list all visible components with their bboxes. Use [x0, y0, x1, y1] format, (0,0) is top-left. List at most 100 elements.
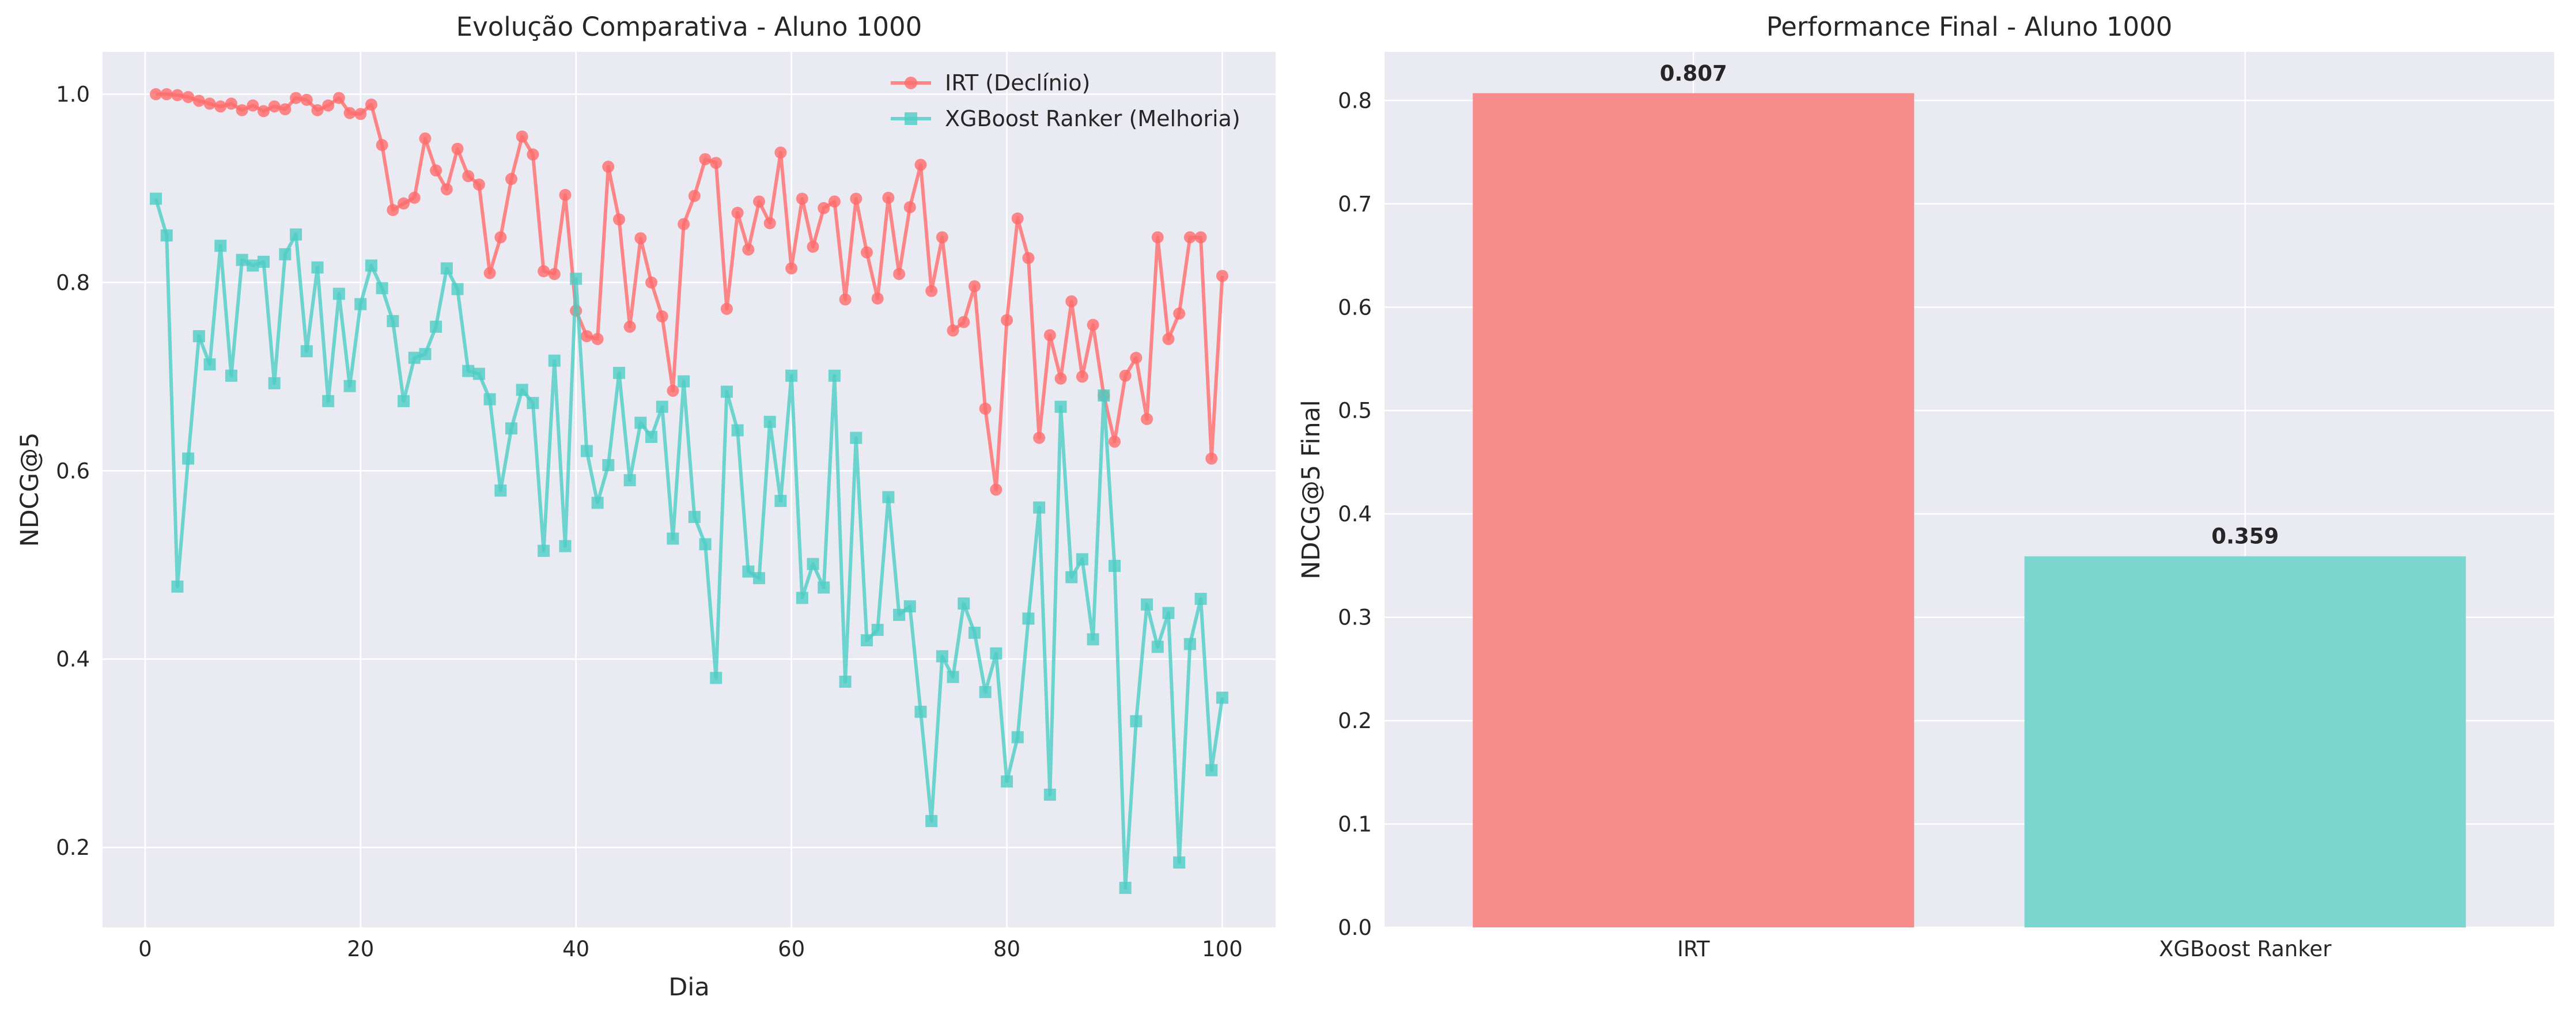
data-point — [1011, 212, 1024, 225]
x-tick-label: IRT — [1677, 937, 1710, 961]
line-chart-series-layer — [150, 88, 1228, 894]
y-tick-label: 0.8 — [56, 270, 90, 295]
data-point — [1043, 329, 1056, 342]
data-point — [332, 287, 345, 300]
data-point — [150, 88, 162, 101]
data-point — [753, 195, 766, 208]
data-point — [1108, 435, 1121, 448]
data-point — [332, 92, 345, 104]
data-point — [1033, 431, 1046, 444]
data-point — [591, 497, 604, 509]
data-point — [279, 248, 292, 260]
y-tick-label: 0.3 — [1338, 605, 1372, 630]
data-point — [753, 572, 766, 585]
data-point — [785, 369, 798, 382]
data-point — [1108, 559, 1121, 572]
data-point — [527, 397, 539, 410]
data-point — [656, 310, 668, 323]
data-point — [882, 191, 895, 204]
data-point — [839, 293, 852, 306]
data-point — [623, 320, 636, 333]
data-point — [731, 206, 744, 219]
data-point — [516, 130, 528, 143]
x-tick-label: 80 — [993, 937, 1020, 961]
x-tick-label: XGBoost Ranker — [2159, 937, 2332, 961]
data-point — [268, 100, 281, 113]
data-point — [160, 229, 173, 242]
data-point — [300, 93, 313, 106]
data-point — [742, 243, 755, 256]
data-point — [1076, 370, 1088, 383]
data-point — [1194, 593, 1207, 605]
data-point — [634, 232, 647, 245]
y-tick-label: 0.0 — [1338, 915, 1372, 940]
data-point — [1194, 231, 1207, 244]
data-point — [1033, 501, 1046, 514]
data-point — [268, 377, 281, 389]
data-point — [602, 160, 615, 173]
data-point — [290, 92, 302, 104]
data-point — [247, 259, 259, 272]
data-point — [871, 624, 884, 637]
bar — [1473, 93, 1915, 928]
data-point — [958, 597, 970, 610]
data-point — [688, 190, 701, 202]
data-point — [203, 97, 216, 110]
data-point — [903, 600, 916, 613]
data-point — [860, 246, 873, 259]
data-point — [990, 647, 1003, 660]
data-point — [354, 298, 367, 310]
x-tick-label: 100 — [1202, 937, 1243, 961]
data-point — [171, 89, 184, 101]
bar-chart-title: Performance Final - Aluno 1000 — [1766, 12, 2173, 42]
y-tick-label: 0.2 — [56, 835, 90, 860]
data-point — [365, 259, 377, 272]
line-chart-title: Evolução Comparativa - Aluno 1000 — [456, 12, 922, 42]
data-point — [290, 228, 302, 241]
data-point — [1001, 775, 1013, 788]
y-tick-label: 0.5 — [1338, 399, 1372, 423]
data-point — [678, 375, 690, 388]
data-point — [860, 634, 873, 647]
data-point — [182, 90, 195, 103]
data-point — [236, 253, 248, 266]
data-point — [225, 97, 237, 110]
data-point — [472, 178, 485, 191]
data-point — [656, 400, 668, 413]
data-point — [311, 104, 324, 116]
data-point — [150, 192, 162, 205]
data-point — [667, 384, 679, 397]
data-point — [408, 351, 421, 364]
data-point — [376, 139, 388, 151]
data-point — [893, 608, 906, 621]
data-point — [699, 153, 712, 165]
data-point — [527, 148, 539, 161]
data-point — [570, 272, 582, 285]
x-tick-label: 0 — [138, 937, 152, 961]
data-point — [1065, 571, 1078, 584]
data-point — [634, 416, 647, 429]
data-point — [850, 192, 863, 205]
data-point — [612, 213, 625, 226]
data-point — [1151, 231, 1164, 244]
data-point — [774, 495, 787, 507]
data-point — [1119, 369, 1132, 382]
data-point — [1076, 553, 1088, 566]
data-point — [354, 108, 367, 120]
data-point — [365, 99, 377, 111]
bar-chart-bars-layer: 0.807 0.359 — [1473, 61, 2466, 928]
line-chart-grid — [103, 52, 1276, 927]
data-point — [871, 292, 884, 305]
data-point — [968, 280, 981, 293]
bar-value-label: 0.807 — [1660, 61, 1727, 86]
data-point — [936, 231, 948, 244]
y-tick-label: 0.6 — [1338, 295, 1372, 320]
data-point — [300, 345, 313, 358]
data-point — [1130, 351, 1143, 364]
data-point — [925, 815, 938, 827]
data-point — [1022, 612, 1035, 625]
data-point — [1022, 252, 1035, 264]
data-point — [720, 302, 733, 315]
y-tick-label: 1.0 — [56, 82, 90, 107]
data-point — [387, 315, 399, 327]
